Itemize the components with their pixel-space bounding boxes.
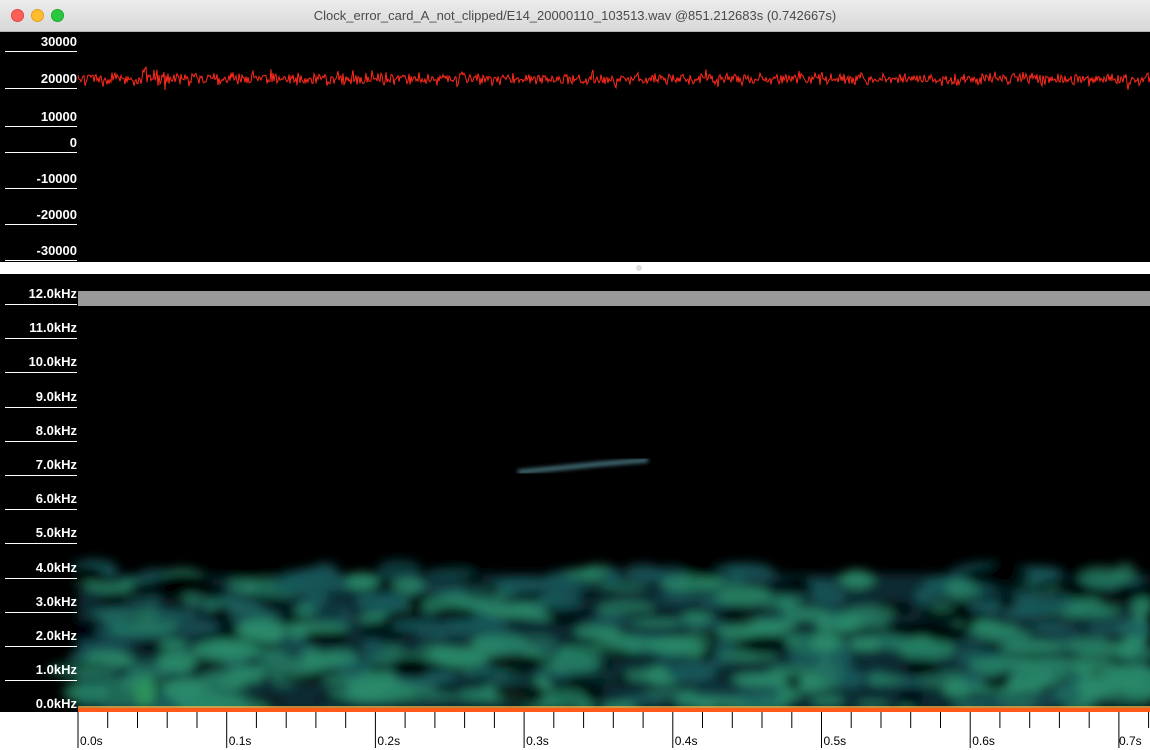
spectrogram-whistle bbox=[517, 458, 649, 474]
spectrogram-top-band bbox=[78, 291, 1150, 306]
time-axis-ticks bbox=[77, 712, 1150, 748]
window-title: Clock_error_card_A_not_clipped/E14_20000… bbox=[313, 8, 837, 23]
time-label: 0.4s bbox=[674, 734, 698, 748]
spectrogram-y-label: 11.0kHz bbox=[29, 320, 77, 336]
zoom-window-button[interactable] bbox=[51, 9, 64, 22]
time-label: 0.0s bbox=[80, 734, 103, 748]
spectrogram-y-tick bbox=[5, 577, 77, 579]
time-label: 0.5s bbox=[823, 734, 847, 748]
spectrogram-y-tick bbox=[5, 406, 77, 408]
close-window-button[interactable] bbox=[11, 9, 24, 22]
spectrogram-y-label: 2.0kHz bbox=[35, 628, 77, 643]
spectrogram-y-tick bbox=[5, 304, 77, 305]
time-label: 0.2s bbox=[377, 734, 401, 748]
waveform-y-label: -10000 bbox=[36, 171, 77, 186]
spectrogram-y-label: 1.0kHz bbox=[35, 662, 77, 678]
panel-splitter[interactable] bbox=[0, 262, 1150, 274]
waveform-y-tick bbox=[5, 224, 77, 225]
spectrogram-baseline bbox=[78, 708, 1150, 712]
spectrogram-image bbox=[47, 291, 1150, 712]
waveform-panel[interactable]: 30000 20000 10000 0 -10000 -20000 -30000 bbox=[0, 32, 1150, 262]
spectrogram-y-label: 6.0kHz bbox=[35, 491, 77, 507]
spectrogram-y-tick bbox=[5, 372, 77, 374]
waveform-y-tick bbox=[5, 51, 77, 52]
waveform-trace bbox=[77, 65, 1150, 91]
time-label: 0.7s bbox=[1119, 734, 1142, 748]
spectrogram-y-tick bbox=[5, 680, 77, 682]
spectrogram-y-tick bbox=[5, 338, 77, 340]
waveform-y-label: -20000 bbox=[36, 207, 77, 222]
waveform-y-label: 30000 bbox=[40, 34, 77, 49]
spectrogram-y-label: 4.0kHz bbox=[35, 559, 77, 575]
title-bar: Clock_error_card_A_not_clipped/E14_20000… bbox=[0, 0, 1150, 32]
waveform-y-tick bbox=[5, 188, 77, 189]
spectrogram-y-label: 8.0kHz bbox=[35, 422, 77, 438]
spectrogram-y-label: 12.0kHz bbox=[28, 286, 77, 301]
spectrogram-y-tick bbox=[5, 475, 77, 476]
splitter-grip-icon[interactable] bbox=[636, 265, 642, 271]
spectrogram-y-tick bbox=[5, 543, 77, 545]
time-label: 0.1s bbox=[228, 734, 252, 748]
spectrogram-y-label: 5.0kHz bbox=[35, 525, 77, 541]
spectrogram-y-label: 3.0kHz bbox=[35, 593, 77, 609]
time-label: 0.3s bbox=[526, 734, 549, 748]
spectrogram-y-tick bbox=[5, 509, 77, 511]
spectrogram-y-tick bbox=[5, 611, 77, 613]
waveform-y-tick bbox=[5, 152, 77, 153]
spectrogram-y-label: 9.0kHz bbox=[35, 388, 77, 404]
waveform-y-label: 10000 bbox=[40, 109, 77, 124]
time-axis[interactable]: 0.0s 0.1s 0.2s 0.3s 0.4s 0.5s 0.6s 0.7s bbox=[0, 712, 1150, 750]
spectrogram-panel[interactable]: 12.0kHz 11.0kHz 10.0kHz 9.0kHz 8.0kHz 7.0kHz 6… bbox=[0, 274, 1150, 750]
spectrogram-y-label: 0.0kHz bbox=[35, 696, 77, 712]
spectrogram-y-tick bbox=[5, 646, 77, 647]
waveform-y-label: 20000 bbox=[40, 71, 77, 86]
waveform-y-label: 0 bbox=[69, 135, 77, 150]
time-label: 0.6s bbox=[972, 734, 995, 748]
spectrogram-y-label: 10.0kHz bbox=[28, 354, 77, 370]
waveform-y-tick bbox=[5, 126, 77, 127]
spectrogram-y-tick bbox=[5, 440, 77, 442]
minimize-window-button[interactable] bbox=[31, 9, 44, 22]
waveform-y-tick bbox=[5, 260, 77, 261]
waveform-y-tick bbox=[5, 88, 77, 89]
waveform-y-label: -30000 bbox=[36, 243, 77, 258]
waveform-line bbox=[77, 65, 1150, 91]
spectrogram-y-label: 7.0kHz bbox=[35, 457, 77, 472]
